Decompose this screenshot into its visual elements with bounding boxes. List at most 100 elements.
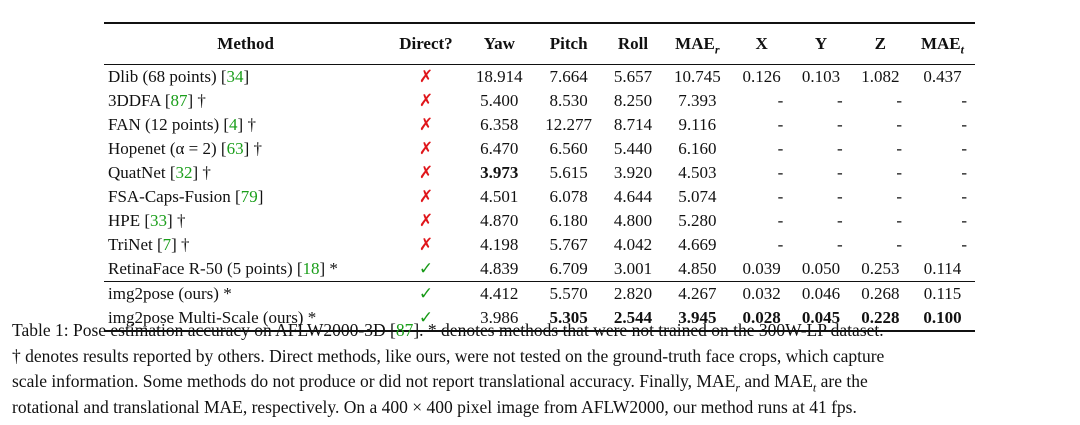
- method-name: 3DDFA [: [108, 91, 171, 110]
- cell-y: -: [837, 163, 843, 182]
- cell-roll: 4.042: [613, 235, 653, 254]
- cell-mae-t: -: [961, 115, 967, 134]
- cross-icon: ✗: [418, 235, 434, 254]
- method-suffix: ] †: [237, 115, 256, 134]
- cell-mae-t: -: [961, 163, 967, 182]
- method-cell: HPE [33] †: [104, 209, 387, 233]
- citation-link[interactable]: 7: [162, 235, 172, 254]
- cell-roll: 2.544: [603, 306, 663, 332]
- caption-sub-r: r: [735, 380, 740, 395]
- cell-mae-r: 10.745: [673, 67, 721, 86]
- col-x: X: [732, 22, 792, 65]
- cell-x: 0.028: [732, 306, 792, 332]
- col-direct: Direct?: [387, 22, 465, 65]
- table-row: img2pose (ours) * ✓ 4.412 5.570 2.820 4.267 0.…: [104, 281, 975, 306]
- cell-z: -: [896, 211, 902, 230]
- caption-text-6: are the: [816, 371, 868, 391]
- method-suffix: ] †: [192, 163, 211, 182]
- cell-mae-t: 0.437: [923, 67, 962, 86]
- table-row: Hopenet (α = 2) [63] † ✗ 6.470 6.560 5.440 6.…: [104, 137, 975, 161]
- cell-yaw: 6.358: [480, 115, 519, 134]
- cell-y: 0.050: [801, 259, 841, 278]
- cell-z: 1.082: [861, 67, 900, 86]
- cell-z: -: [896, 187, 902, 206]
- cell-yaw: 4.839: [480, 259, 519, 278]
- cell-mae-r: 4.850: [678, 259, 717, 278]
- cell-pitch: 6.180: [549, 211, 588, 230]
- cell-pitch: 5.615: [549, 163, 588, 182]
- citation-link[interactable]: 32: [175, 163, 193, 182]
- citation-link[interactable]: 34: [226, 67, 244, 86]
- citation-link[interactable]: 87: [170, 91, 188, 110]
- cell-x: -: [777, 91, 784, 110]
- method-cell: img2pose (ours) *: [104, 281, 388, 306]
- citation-link[interactable]: 79: [240, 187, 258, 206]
- method-cell: 3DDFA [87] †: [104, 89, 387, 113]
- cell-pitch: 5.767: [549, 235, 588, 254]
- method-name: img2pose (ours) *: [108, 284, 232, 303]
- caption-text-1: Pose estimation accuracy on AFLW2000-3D …: [68, 320, 396, 340]
- citation-link[interactable]: 18: [302, 259, 320, 278]
- cell-roll: 5.440: [613, 139, 653, 158]
- cross-icon: ✗: [418, 67, 434, 86]
- cell-mae-r: 5.074: [678, 187, 717, 206]
- cross-icon: ✗: [418, 211, 434, 230]
- table-row: 3DDFA [87] † ✗ 5.400 8.530 8.250 7.393 - - - -: [104, 89, 975, 113]
- cell-yaw: 18.914: [475, 67, 523, 86]
- method-name: Dlib (68 points) [: [108, 67, 227, 86]
- cell-mae-r: 4.503: [678, 163, 717, 182]
- cell-x: -: [777, 163, 784, 182]
- cell-mae-r: 3.945: [662, 306, 733, 332]
- col-mae-r-label: MAE: [675, 34, 715, 53]
- cell-yaw: 4.412: [464, 281, 534, 306]
- check-icon: ✓: [418, 259, 434, 278]
- method-name: FAN (12 points) [: [108, 115, 230, 134]
- method-cell: QuatNet [32] †: [104, 161, 387, 185]
- method-suffix: ]: [243, 67, 250, 86]
- cell-pitch: 7.664: [549, 67, 588, 86]
- cell-z: -: [896, 139, 902, 158]
- method-cell: Dlib (68 points) [34]: [104, 65, 387, 90]
- caption-text-5: and MAE: [739, 371, 813, 391]
- method-name: TriNet [: [108, 235, 163, 254]
- method-name: img2pose Multi-Scale (ours) *: [108, 308, 317, 327]
- col-y: Y: [791, 22, 851, 65]
- caption-citation[interactable]: 87: [395, 320, 414, 340]
- table-row: TriNet [7] † ✗ 4.198 5.767 4.042 4.669 - - - -: [104, 233, 975, 257]
- method-name: HPE [: [108, 211, 151, 230]
- cell-x: -: [777, 187, 784, 206]
- col-mae-t: MAEt: [910, 22, 975, 65]
- cell-y: 0.046: [791, 281, 851, 306]
- cell-pitch: 6.560: [549, 139, 588, 158]
- cell-x: -: [777, 211, 784, 230]
- header-row: Method Direct? Yaw Pitch Roll MAEr X Y Z…: [104, 22, 975, 65]
- table-row: RetinaFace R-50 (5 points) [18] * ✓ 4.839 6…: [104, 257, 975, 282]
- cell-pitch: 6.078: [549, 187, 588, 206]
- check-icon: ✓: [387, 306, 465, 332]
- method-suffix: ] †: [171, 235, 190, 254]
- citation-link[interactable]: 63: [226, 139, 244, 158]
- cell-roll: 3.001: [613, 259, 653, 278]
- table-row: FAN (12 points) [4] † ✗ 6.358 12.277 8.714 9.…: [104, 113, 975, 137]
- cell-mae-r: 7.393: [678, 91, 717, 110]
- table-row: Dlib (68 points) [34] ✗ 18.914 7.664 5.657 10…: [104, 65, 975, 90]
- col-method: Method: [104, 22, 388, 65]
- caption-line-4: rotational and translational MAE, respec…: [12, 396, 857, 417]
- caption-sub-t: t: [812, 380, 817, 395]
- col-yaw: Yaw: [464, 22, 534, 65]
- citation-link[interactable]: 4: [229, 115, 238, 134]
- citation-link[interactable]: 33: [150, 211, 168, 230]
- cell-mae-t: 0.100: [910, 306, 975, 332]
- table-row: img2pose Multi-Scale (ours) * ✓ 3.986 5.305…: [104, 306, 975, 332]
- col-roll: Roll: [603, 22, 663, 65]
- cell-z: -: [896, 115, 902, 134]
- cell-roll: 5.657: [613, 67, 653, 86]
- cell-y: -: [837, 211, 843, 230]
- cell-yaw: 3.986: [464, 306, 534, 332]
- cell-roll: 3.920: [613, 163, 653, 182]
- caption-text-4: scale information. Some methods do not p…: [12, 371, 736, 391]
- caption-label: Table 1:: [12, 320, 69, 340]
- cell-roll: 8.250: [613, 91, 653, 110]
- cell-mae-t: -: [961, 211, 967, 230]
- cell-yaw: 4.198: [480, 235, 519, 254]
